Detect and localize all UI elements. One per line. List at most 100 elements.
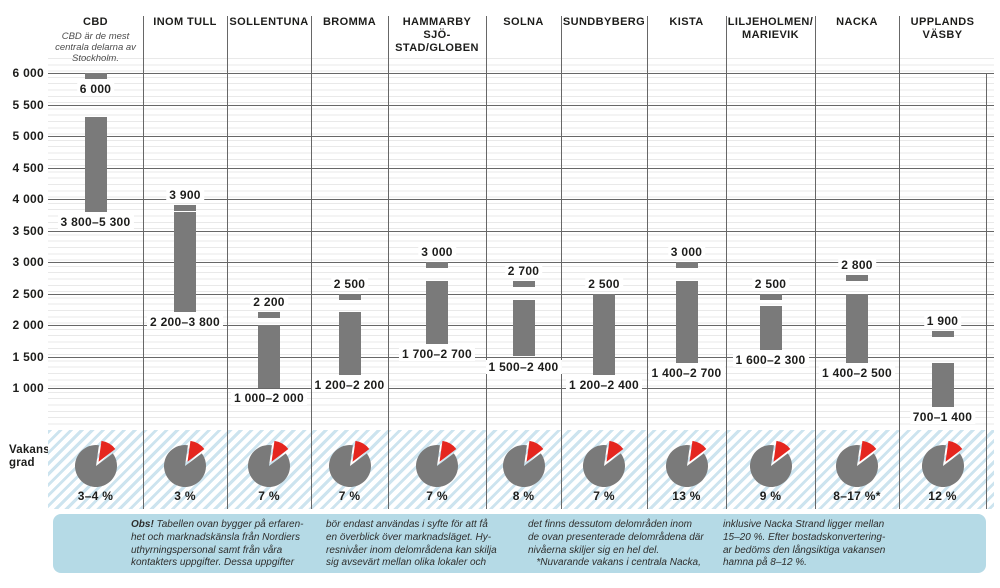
column-header: BROMMA (311, 16, 388, 29)
gridline (48, 388, 994, 389)
column-header: SUNDBYBERG (561, 16, 647, 29)
rent-range-bar (593, 299, 615, 376)
vacancy-pie-chart (163, 440, 206, 487)
column-title: CBD (82, 16, 109, 28)
gridline (48, 199, 994, 200)
gridline (48, 167, 994, 169)
pie-red-slice (187, 440, 205, 462)
vacancy-pie-chart (749, 440, 792, 487)
vacancy-pct-label: 3–4 % (77, 489, 114, 503)
pie-red-slice (271, 440, 289, 462)
column-title: KISTA (669, 16, 704, 28)
y-axis-tick-label: 6 000 (12, 66, 44, 80)
column-header: CBD CBD är de mest centrala delarna av St… (48, 16, 143, 64)
pie-red-slice (439, 440, 457, 462)
pie-gray-portion (415, 444, 458, 487)
vacancy-pie-chart (921, 440, 964, 487)
vacancy-pct-label: 7 % (426, 489, 448, 503)
max-rent-label: 3 900 (166, 188, 204, 203)
column-header: UPPLANDS VÄSBY (899, 16, 986, 42)
max-rent-label: 6 000 (76, 82, 115, 96)
pie-red-slice (606, 440, 624, 462)
column-header: KISTA (647, 16, 726, 29)
y-axis-tick-label: 1 000 (12, 381, 44, 395)
y-axis-tick-label: 5 500 (12, 97, 44, 112)
vacancy-pct-label: 7 % (593, 489, 615, 503)
rent-range-bar (675, 280, 698, 363)
obs-label: Obs! (131, 519, 154, 530)
pie-gray-portion (665, 444, 708, 487)
gridline (48, 136, 994, 137)
max-rent-label: 2 700 (504, 263, 543, 278)
column-title: SUNDBYBERG (562, 16, 646, 28)
gridline (48, 104, 994, 106)
max-rent-label: 1 900 (923, 314, 962, 329)
max-rent-marker (426, 262, 448, 268)
y-axis-tick-label: 2 000 (12, 318, 44, 332)
column-divider (647, 16, 648, 509)
vacancy-pct-label: 12 % (928, 489, 957, 503)
column-title: LILJEHOLMEN/ MARIEVIK (727, 16, 814, 41)
column-divider (561, 16, 562, 509)
max-rent-label: 2 500 (585, 276, 623, 291)
rent-range-bar (931, 362, 954, 407)
y-axis-tick-label: 3 000 (12, 255, 44, 269)
chart-right-border (986, 73, 987, 509)
vacancy-pie-chart (247, 440, 290, 487)
pie-red-slice (945, 440, 962, 462)
vacancy-pct-label: 13 % (672, 489, 701, 503)
rent-range-label: 1 600–2 300 (732, 353, 809, 368)
rent-range-bar (258, 325, 280, 388)
footnote-col-3: det finns dessutom delområden inom de ov… (528, 519, 704, 569)
y-axis-tick-label: 2 500 (12, 286, 44, 301)
column-header: LILJEHOLMEN/ MARIEVIK (726, 16, 815, 42)
vacancy-pct-label: 7 % (258, 489, 280, 503)
pie-gray-portion (163, 444, 206, 487)
pie-red-slice (773, 440, 790, 462)
y-axis-tick-label: 5 000 (12, 129, 44, 143)
y-axis-tick-label: 4 000 (12, 192, 44, 206)
max-rent-marker (258, 312, 280, 319)
column-title: INOM TULL (153, 16, 217, 28)
max-rent-marker (174, 205, 196, 212)
column-title: NACKA (836, 16, 878, 28)
footnote-text-1: Tabellen ovan bygger på erfaren- het och… (131, 519, 304, 569)
pie-gray-portion (328, 444, 371, 487)
vacancy-pie-chart (665, 440, 708, 487)
rent-range-label: 1 400–2 500 (818, 365, 896, 380)
column-title: SOLNA (503, 16, 544, 28)
max-rent-marker (593, 293, 615, 300)
column-divider (726, 16, 727, 509)
max-rent-marker (675, 262, 698, 268)
gridline (48, 73, 994, 74)
column-title: BROMMA (322, 16, 377, 28)
rent-range-bar (174, 211, 196, 313)
column-divider (899, 16, 900, 509)
max-rent-marker (512, 280, 535, 287)
vacancy-row-label: Vakans- grad (9, 444, 54, 469)
footnote-col-4: inklusive Nacka Strand ligger mellan 15–… (723, 519, 886, 569)
pie-red-slice (352, 440, 369, 462)
pie-gray-portion (247, 444, 290, 487)
pie-red-slice (859, 440, 877, 462)
pie-gray-portion (74, 444, 117, 487)
vacancy-pct-label: 8–17 %* (833, 489, 881, 503)
max-rent-marker (931, 331, 954, 338)
max-rent-label: 2 500 (330, 276, 369, 291)
column-subtitle: CBD är de mest centrala delarna av Stock… (55, 31, 136, 64)
vacancy-pie-chart (502, 440, 545, 487)
rent-range-bar (426, 280, 448, 344)
column-title: HAMMARBY SJÖ- STAD/GLOBEN (395, 16, 479, 54)
max-rent-label: 2 800 (838, 257, 876, 272)
column-header: INOM TULL (143, 16, 227, 29)
pie-gray-portion (502, 444, 545, 487)
vacancy-pct-label: 8 % (512, 489, 535, 503)
column-header: HAMMARBY SJÖ- STAD/GLOBEN (388, 16, 486, 55)
vacancy-pct-label: 9 % (759, 489, 782, 503)
vacancy-pie-chart (415, 440, 458, 487)
rent-range-bar (759, 306, 782, 351)
vacancy-pie-chart (74, 440, 117, 487)
vacancy-pie-chart (328, 440, 371, 487)
y-axis-tick-label: 1 500 (12, 349, 44, 364)
